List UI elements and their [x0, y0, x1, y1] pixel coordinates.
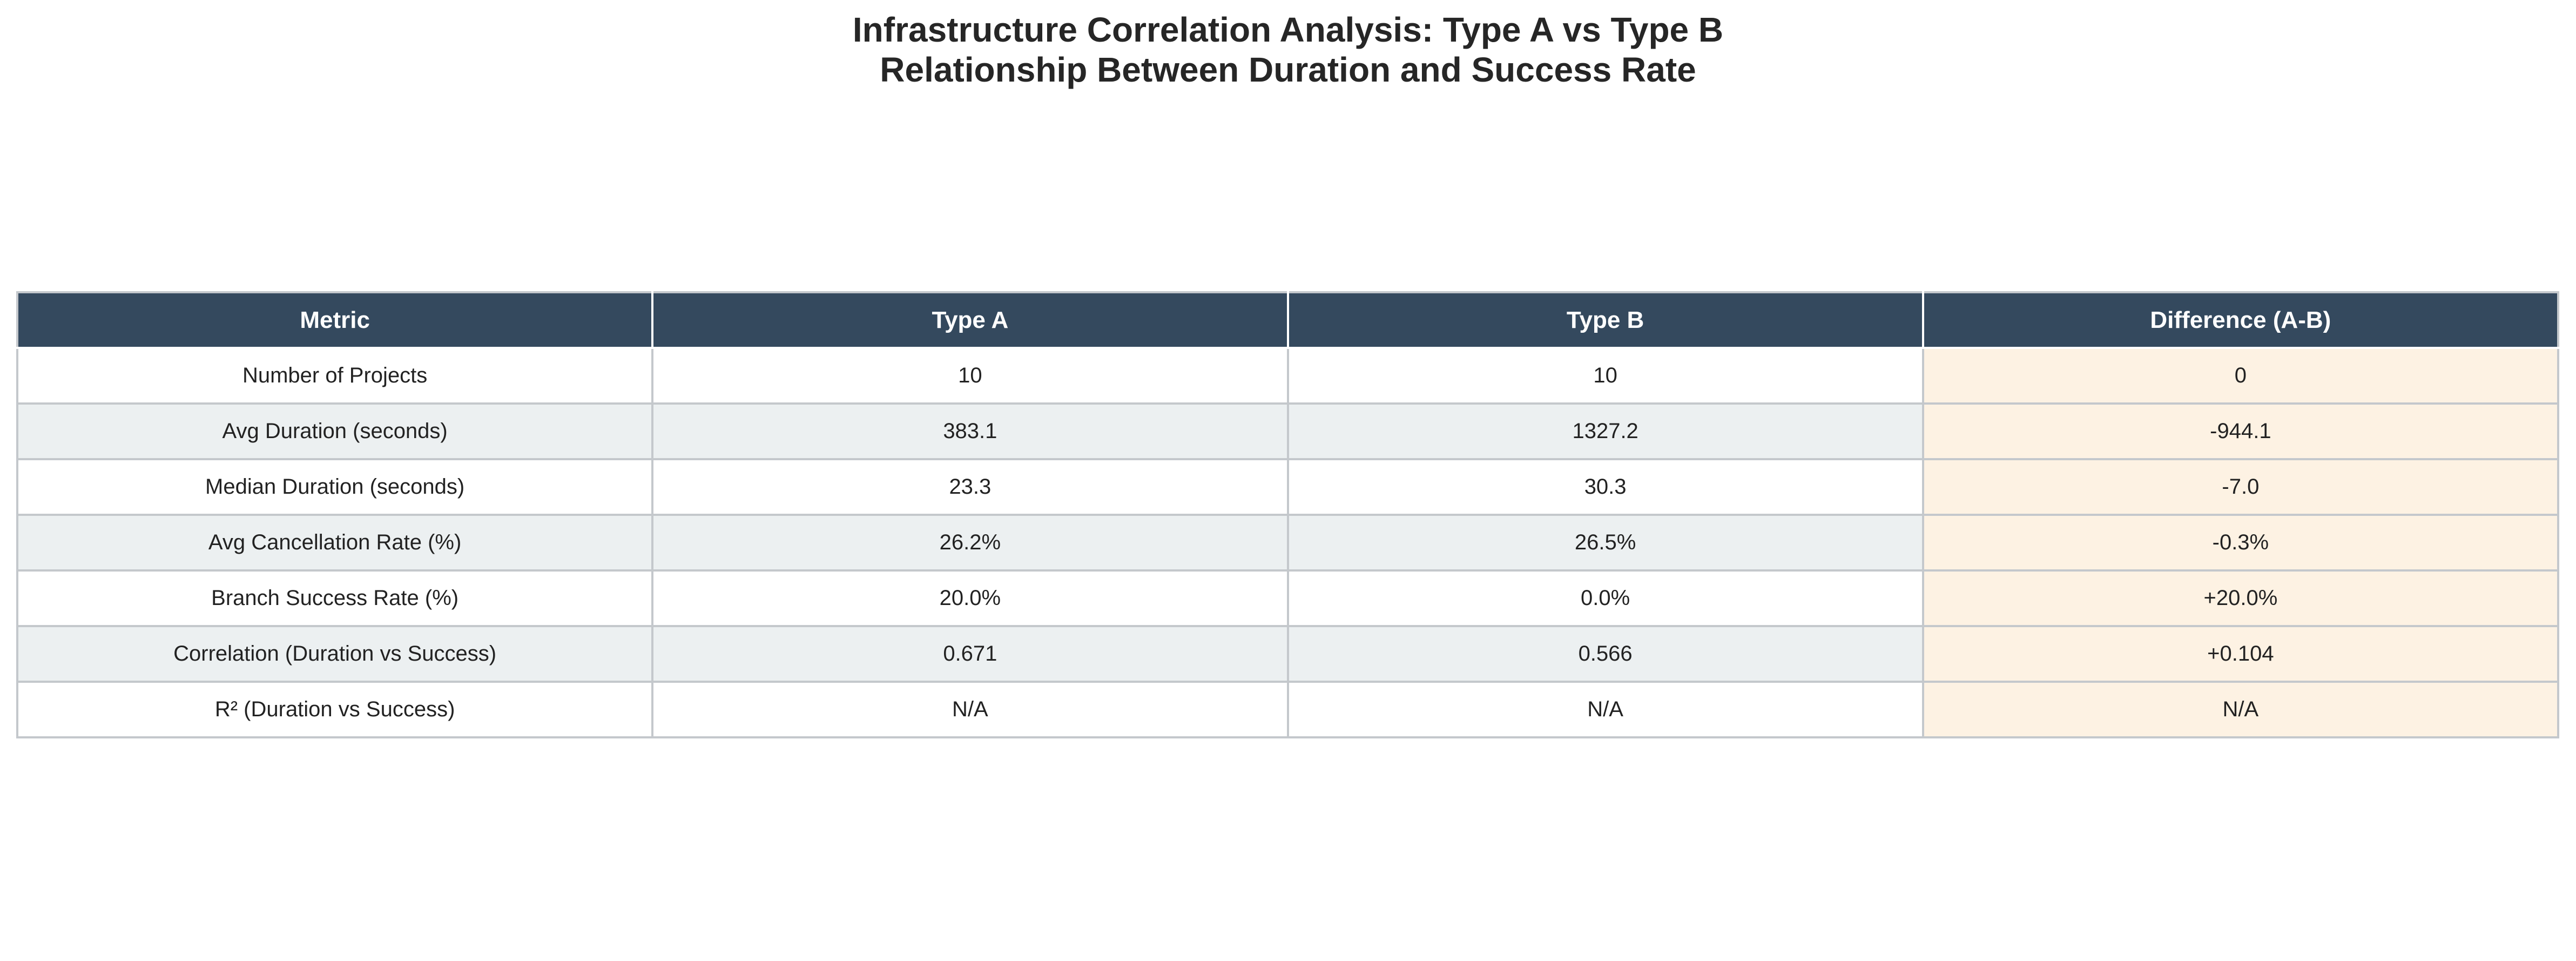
table-cell-difference: 0: [1921, 347, 2560, 405]
column-header-metric: Metric: [16, 291, 654, 349]
chart-title-line-1: Infrastructure Correlation Analysis: Typ…: [852, 10, 1724, 49]
table-cell-type-a: 26.2%: [651, 514, 1289, 572]
table-row: Avg Duration (seconds) 383.1 1327.2 -944.1: [16, 402, 2560, 460]
table-row: Number of Projects 10 10 0: [16, 347, 2560, 405]
table-cell-metric: Branch Success Rate (%): [16, 569, 654, 627]
table-cell-difference: +0.104: [1921, 625, 2560, 683]
table-cell-type-a: 383.1: [651, 402, 1289, 460]
table-row: Avg Cancellation Rate (%) 26.2% 26.5% -0.3%: [16, 514, 2560, 572]
table-cell-difference: -7.0: [1921, 458, 2560, 516]
table-row: Correlation (Duration vs Success) 0.671 0.…: [16, 625, 2560, 683]
table-cell-type-a: 0.671: [651, 625, 1289, 683]
table-cell-type-a: N/A: [651, 681, 1289, 738]
table-cell-type-b: 26.5%: [1286, 514, 1924, 572]
table-cell-type-a: 10: [651, 347, 1289, 405]
table-cell-type-b: 30.3: [1286, 458, 1924, 516]
table-cell-type-a: 20.0%: [651, 569, 1289, 627]
table-row: Median Duration (seconds) 23.3 30.3 -7.0: [16, 458, 2560, 516]
table-cell-type-b: 0.0%: [1286, 569, 1924, 627]
table-cell-metric: Correlation (Duration vs Success): [16, 625, 654, 683]
table-cell-difference: N/A: [1921, 681, 2560, 738]
table-cell-difference: -944.1: [1921, 402, 2560, 460]
column-header-type-b: Type B: [1286, 291, 1924, 349]
table-cell-metric: Number of Projects: [16, 347, 654, 405]
table-body: Number of Projects 10 10 0 Avg Duration (sec…: [16, 347, 2560, 738]
table-cell-metric: Avg Cancellation Rate (%): [16, 514, 654, 572]
table-cell-difference: +20.0%: [1921, 569, 2560, 627]
table-cell-type-b: N/A: [1286, 681, 1924, 738]
chart-title: Infrastructure Correlation Analysis: Typ…: [0, 10, 2576, 90]
table-header-row: Metric Type A Type B Difference (A-B): [16, 291, 2560, 349]
table-row: Branch Success Rate (%) 20.0% 0.0% +20.0%: [16, 569, 2560, 627]
table-cell-difference: -0.3%: [1921, 514, 2560, 572]
column-header-type-a: Type A: [651, 291, 1289, 349]
column-header-difference: Difference (A-B): [1921, 291, 2560, 349]
table-cell-metric: Median Duration (seconds): [16, 458, 654, 516]
comparison-table: Metric Type A Type B Difference (A-B) Nu…: [16, 291, 2560, 738]
table-cell-type-b: 10: [1286, 347, 1924, 405]
table-cell-type-a: 23.3: [651, 458, 1289, 516]
table-cell-metric: R² (Duration vs Success): [16, 681, 654, 738]
chart-title-line-2: Relationship Between Duration and Succes…: [880, 50, 1696, 89]
table-cell-metric: Avg Duration (seconds): [16, 402, 654, 460]
table-cell-type-b: 1327.2: [1286, 402, 1924, 460]
table-row: R² (Duration vs Success) N/A N/A N/A: [16, 681, 2560, 738]
table-cell-type-b: 0.566: [1286, 625, 1924, 683]
